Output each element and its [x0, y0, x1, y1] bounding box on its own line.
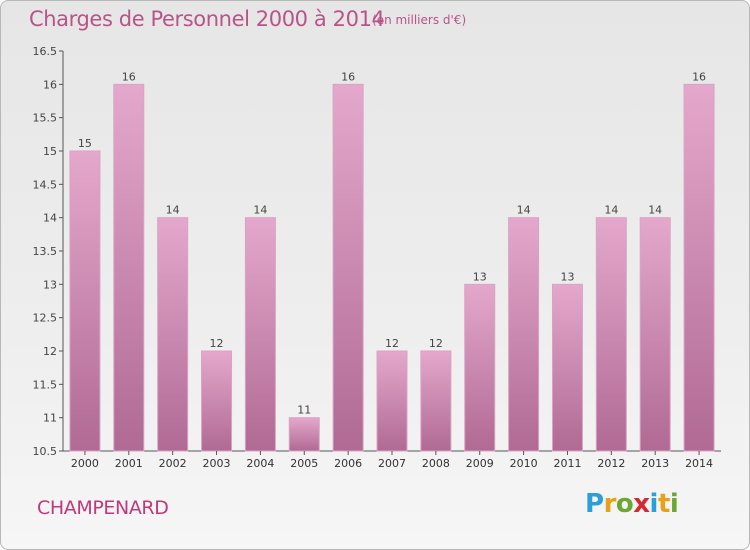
bar: [332, 83, 364, 452]
data-label: 11: [297, 404, 311, 417]
y-tick-label: 10.5: [33, 445, 58, 458]
data-label: 12: [429, 337, 443, 350]
x-tick-label: 2010: [510, 457, 538, 470]
x-tick-label: 2005: [290, 457, 318, 470]
x-tick-label: 2007: [378, 457, 406, 470]
bar: [420, 350, 452, 452]
chart-title: Charges de Personnel 2000 à 2014: [29, 7, 385, 31]
logo-letter: x: [633, 489, 650, 519]
x-tick-label: 2002: [159, 457, 187, 470]
y-tick-label: 12.5: [33, 312, 58, 325]
x-tick-label: 2011: [553, 457, 581, 470]
x-tick-label: 2012: [597, 457, 625, 470]
bar: [683, 83, 715, 452]
bar: [639, 217, 671, 452]
data-label: 12: [385, 337, 399, 350]
x-tick-label: 2000: [71, 457, 99, 470]
bar: [157, 217, 189, 452]
x-tick-label: 2008: [422, 457, 450, 470]
y-tick-label: 11.5: [33, 378, 58, 391]
bar: [595, 217, 627, 452]
data-label: 13: [560, 270, 574, 283]
bar: [113, 83, 145, 452]
x-tick-label: 2006: [334, 457, 362, 470]
logo-letter: r: [603, 489, 617, 519]
bar: [244, 217, 276, 452]
y-tick-label: 15: [43, 145, 57, 158]
data-label: 16: [122, 70, 136, 83]
y-tick-label: 12: [43, 345, 57, 358]
data-label: 16: [341, 70, 355, 83]
y-tick-label: 16.5: [33, 45, 58, 58]
y-tick-label: 14: [43, 212, 57, 225]
bar: [288, 417, 320, 452]
logo-letter: i: [649, 489, 659, 519]
y-tick-label: 11: [43, 412, 57, 425]
proxiti-logo: Proxiti: [585, 489, 679, 519]
data-label: 15: [78, 137, 92, 150]
data-label: 14: [253, 204, 267, 217]
x-tick-label: 2003: [203, 457, 231, 470]
chart-subtitle: (en milliers d'€): [372, 13, 467, 27]
data-label: 12: [210, 337, 224, 350]
bar: [376, 350, 408, 452]
bar: [551, 283, 583, 452]
y-tick-label: 14.5: [33, 178, 58, 191]
data-label: 14: [517, 204, 531, 217]
bar: [69, 150, 101, 452]
bar: [464, 283, 496, 452]
bar: [201, 350, 233, 452]
x-tick-label: 2004: [246, 457, 274, 470]
y-tick-label: 16: [43, 78, 57, 91]
data-label: 14: [166, 204, 180, 217]
y-tick-label: 15.5: [33, 112, 58, 125]
data-label: 14: [604, 204, 618, 217]
y-tick-label: 13: [43, 278, 57, 291]
data-label: 16: [692, 70, 706, 83]
location-label: CHAMPENARD: [37, 497, 169, 519]
x-tick-label: 2014: [685, 457, 713, 470]
x-tick-label: 2001: [115, 457, 143, 470]
x-tick-label: 2009: [466, 457, 494, 470]
logo-letter: t: [657, 489, 670, 519]
logo-letter: o: [615, 489, 634, 519]
x-tick-label: 2013: [641, 457, 669, 470]
data-label: 14: [648, 204, 662, 217]
y-tick-label: 13.5: [33, 245, 58, 258]
logo-letter: P: [585, 489, 604, 519]
logo-letter: i: [669, 489, 679, 519]
data-label: 13: [473, 270, 487, 283]
bar: [508, 217, 540, 452]
